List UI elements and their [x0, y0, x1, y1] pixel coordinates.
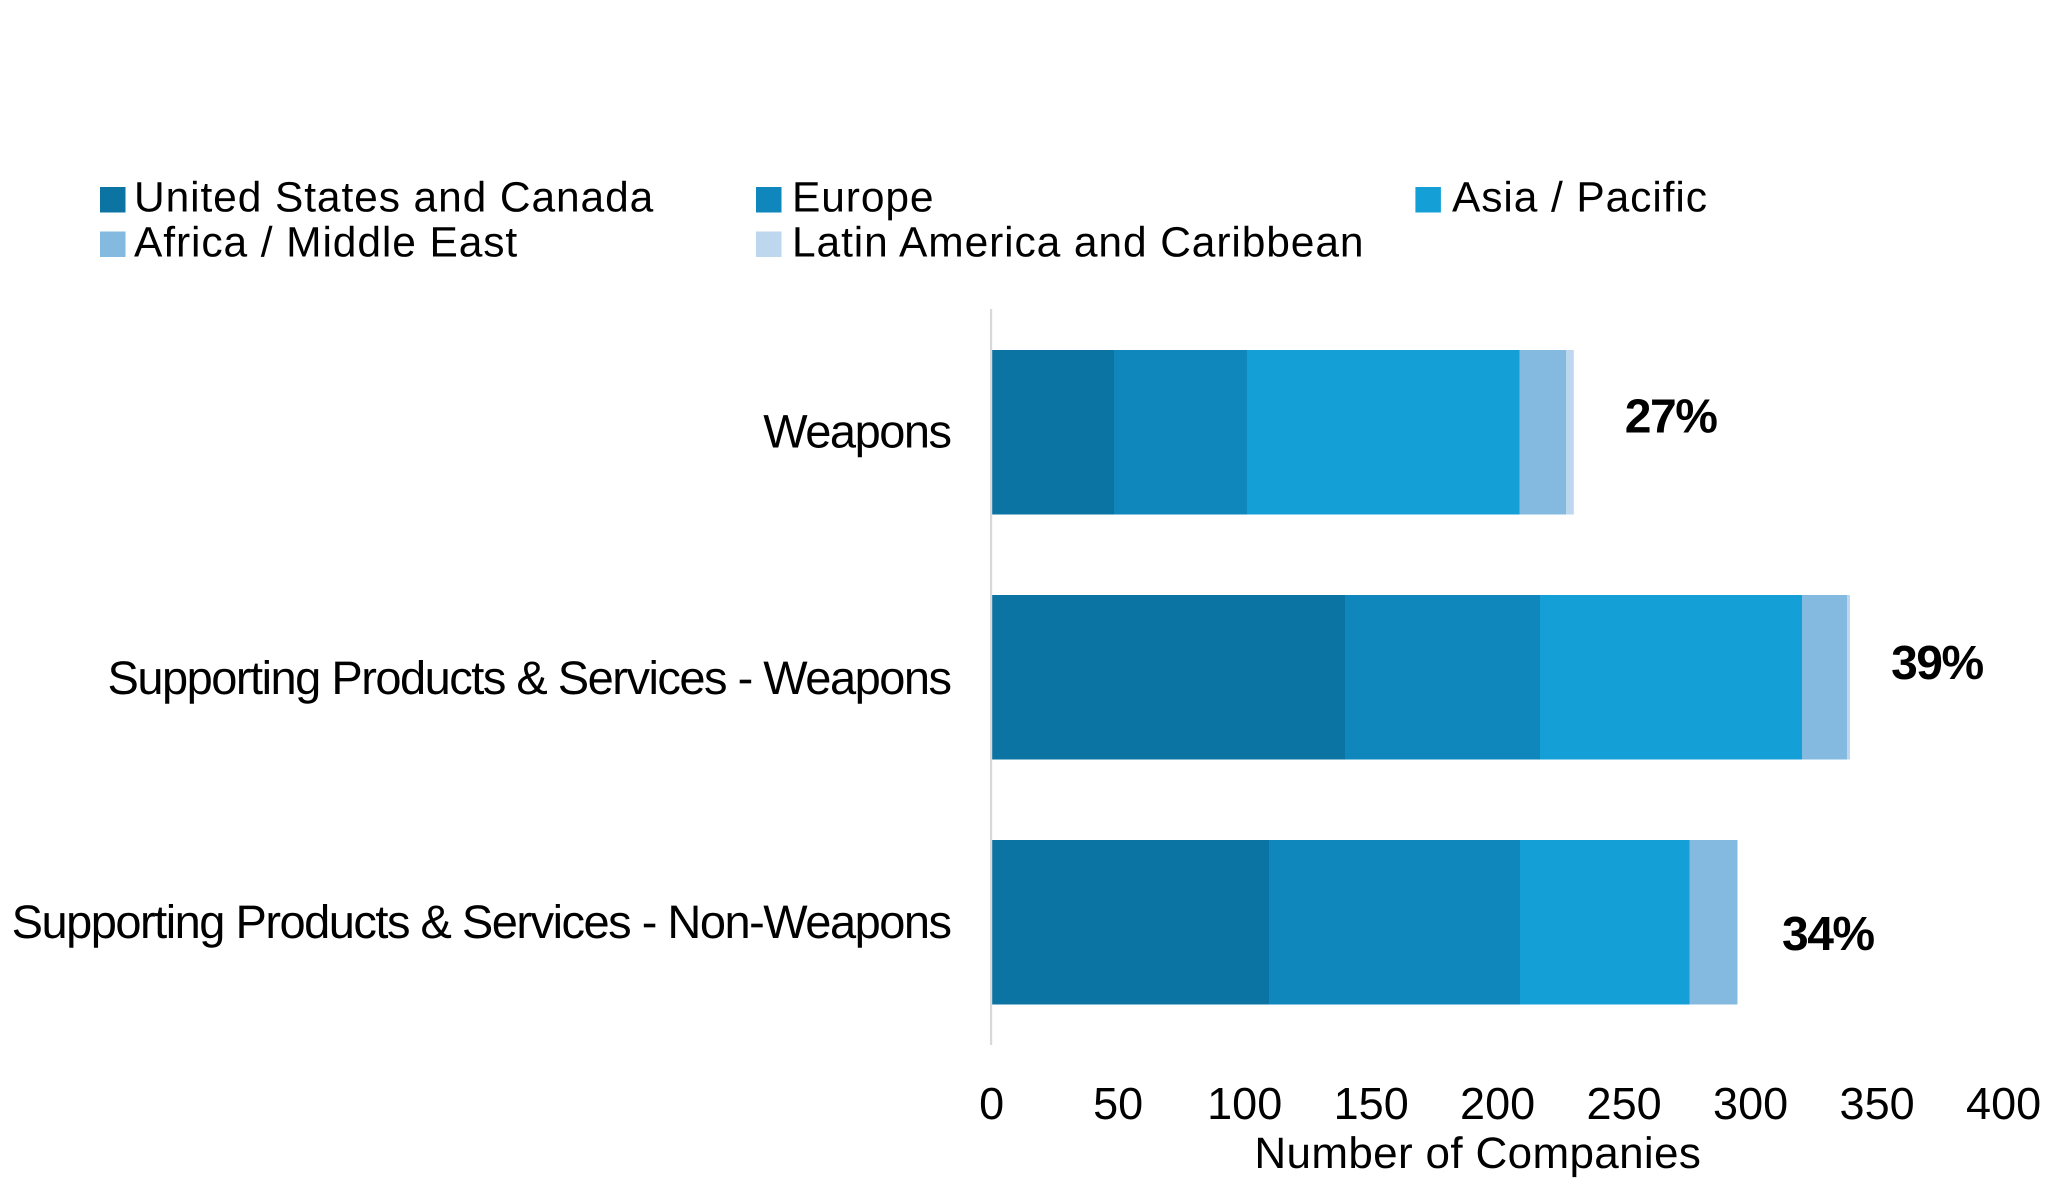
- svg-text:United States and Canada: United States and Canada: [134, 175, 654, 222]
- svg-text:27%: 27%: [1625, 391, 1717, 444]
- svg-text:Number of Companies: Number of Companies: [1254, 1129, 1701, 1178]
- svg-text:150: 150: [1334, 1078, 1409, 1129]
- svg-text:Supporting Products & Services: Supporting Products & Services - Weapons: [107, 651, 950, 704]
- svg-text:0: 0: [979, 1078, 1004, 1129]
- svg-text:Supporting Products & Services: Supporting Products & Services - Non-Wea…: [12, 895, 951, 948]
- svg-text:200: 200: [1460, 1078, 1535, 1129]
- svg-text:400: 400: [1966, 1078, 2041, 1129]
- svg-text:250: 250: [1587, 1078, 1662, 1129]
- svg-text:300: 300: [1713, 1078, 1788, 1129]
- svg-text:Latin America and Caribbean: Latin America and Caribbean: [792, 220, 1364, 267]
- svg-text:39%: 39%: [1891, 637, 1983, 690]
- svg-text:50: 50: [1093, 1078, 1143, 1129]
- svg-text:34%: 34%: [1782, 908, 1874, 961]
- svg-text:Weapons: Weapons: [763, 405, 950, 458]
- svg-text:350: 350: [1840, 1078, 1915, 1129]
- svg-text:Europe: Europe: [792, 175, 934, 222]
- svg-text:Asia / Pacific: Asia / Pacific: [1452, 175, 1708, 222]
- svg-text:Africa / Middle East: Africa / Middle East: [134, 220, 518, 267]
- svg-text:100: 100: [1207, 1078, 1282, 1129]
